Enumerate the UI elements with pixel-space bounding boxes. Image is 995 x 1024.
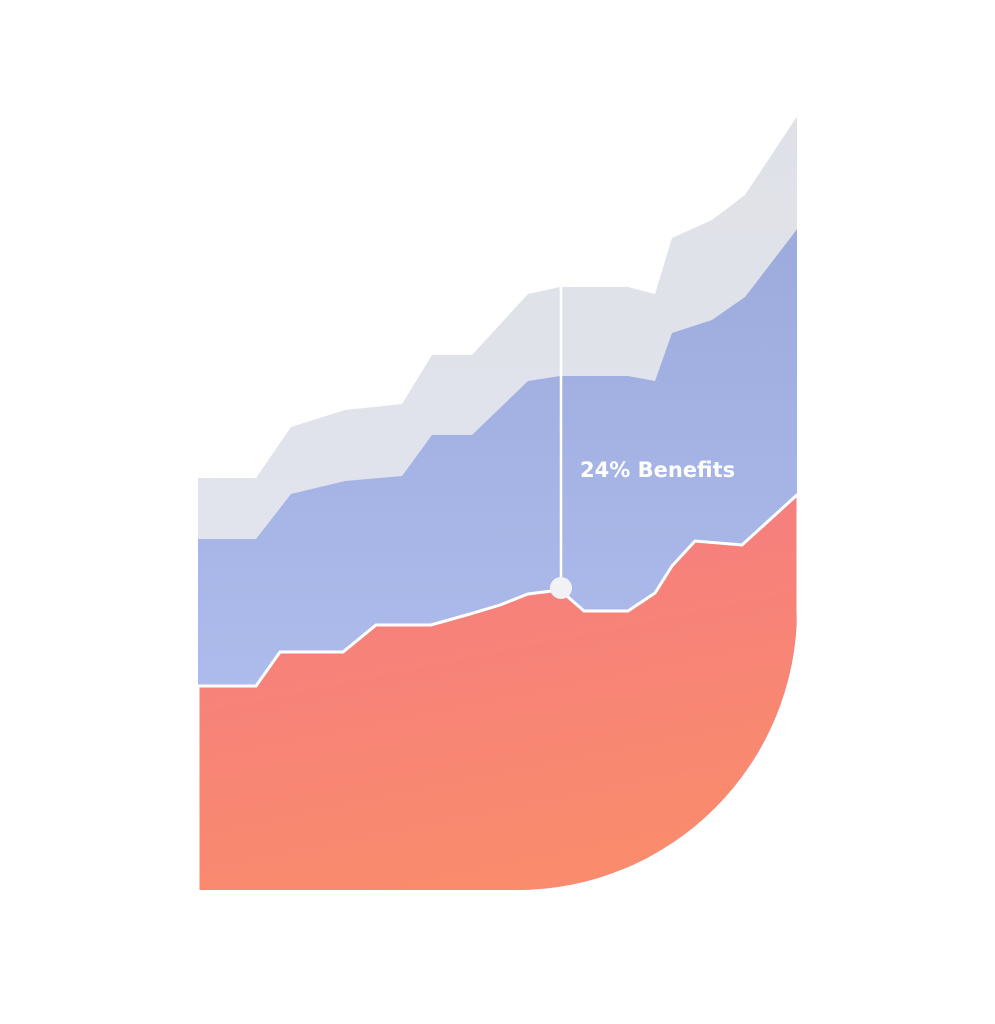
callout-label: 24% Benefits: [580, 458, 735, 482]
callout-dot: [550, 577, 572, 599]
stacked-areas: [198, 115, 797, 890]
red-area: [198, 490, 797, 890]
